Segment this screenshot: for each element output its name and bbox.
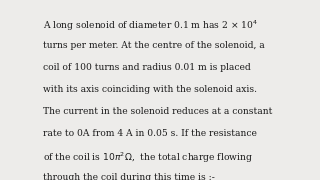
Text: through the coil during this time is :-: through the coil during this time is :-	[43, 173, 215, 180]
Text: with its axis coinciding with the solenoid axis.: with its axis coinciding with the soleno…	[43, 85, 257, 94]
Text: A long solenoid of diameter 0.1 m has 2 $\times$ 10$^{4}$: A long solenoid of diameter 0.1 m has 2 …	[43, 19, 258, 33]
Text: coil of 100 turns and radius 0.01 m is placed: coil of 100 turns and radius 0.01 m is p…	[43, 63, 251, 72]
Text: rate to 0A from 4 A in 0.05 s. If the resistance: rate to 0A from 4 A in 0.05 s. If the re…	[43, 129, 257, 138]
Text: The current in the solenoid reduces at a constant: The current in the solenoid reduces at a…	[43, 107, 273, 116]
Text: of the coil is $10\pi^{2}\Omega$,  the total charge flowing: of the coil is $10\pi^{2}\Omega$, the to…	[43, 151, 253, 165]
Text: turns per meter. At the centre of the solenoid, a: turns per meter. At the centre of the so…	[43, 41, 265, 50]
